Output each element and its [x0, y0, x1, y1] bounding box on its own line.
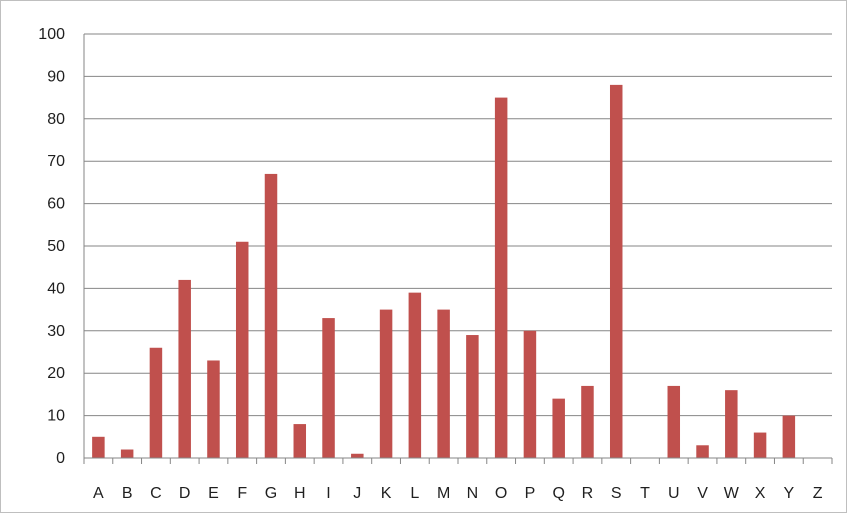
- x-tick-label-X: X: [755, 485, 766, 502]
- bar-B: [120, 449, 134, 458]
- x-tick-label-W: W: [724, 485, 740, 502]
- x-tick-label-D: D: [179, 485, 191, 502]
- y-tick-label: 10: [47, 408, 65, 425]
- x-tick-label-T: T: [640, 485, 650, 502]
- gridlines: [84, 33, 832, 417]
- axes: [83, 34, 833, 464]
- x-tick-label-V: V: [697, 485, 708, 502]
- bar-J: [351, 453, 364, 458]
- bar-Y: [782, 415, 796, 458]
- x-tick-label-F: F: [237, 485, 247, 502]
- x-tick-label-M: M: [437, 485, 450, 502]
- bar-P: [523, 330, 537, 458]
- x-tick-label-U: U: [668, 485, 680, 502]
- y-tick-label: 20: [47, 365, 65, 382]
- bar-D: [178, 279, 191, 458]
- y-tick-labels: 0 10 20 30 40 50 60 70 80 90 100: [38, 26, 65, 467]
- x-tick-label-O: O: [495, 485, 507, 502]
- x-tick-label-R: R: [582, 485, 594, 502]
- y-tick-label: 40: [47, 280, 65, 297]
- y-tick-label: 100: [38, 26, 65, 43]
- y-tick-label: 30: [47, 323, 65, 340]
- x-tick-label-E: E: [208, 485, 219, 502]
- bar-I: [322, 318, 335, 458]
- x-tick-label-L: L: [410, 485, 419, 502]
- bar-M: [437, 309, 450, 458]
- x-tick-label-A: A: [93, 485, 104, 502]
- x-tick-label-K: K: [381, 485, 392, 502]
- x-tick-label-Q: Q: [552, 485, 564, 502]
- y-tick-label: 50: [47, 238, 65, 255]
- bar-K: [379, 309, 393, 458]
- y-tick-label: 90: [47, 68, 65, 85]
- bar-Q: [552, 398, 565, 458]
- bar-X: [753, 432, 767, 458]
- bar-V: [696, 445, 709, 458]
- bar-R: [581, 385, 594, 458]
- x-tick-label-H: H: [294, 485, 306, 502]
- bars: [92, 84, 796, 459]
- x-tick-label-Y: Y: [784, 485, 795, 502]
- bar-L: [408, 292, 422, 458]
- bar-H: [293, 424, 307, 458]
- bar-U: [667, 385, 681, 458]
- bar-W: [725, 390, 738, 458]
- bar-F: [235, 241, 249, 458]
- x-tick-label-P: P: [525, 485, 536, 502]
- bar-G: [264, 173, 278, 459]
- x-tick-label-B: B: [122, 485, 133, 502]
- bar-C: [149, 347, 163, 458]
- bar-A: [92, 436, 105, 458]
- x-tick-label-J: J: [353, 485, 361, 502]
- y-tick-label: 80: [47, 111, 65, 128]
- y-tick-label: 60: [47, 196, 65, 213]
- x-tick-label-N: N: [467, 485, 479, 502]
- x-tick-label-S: S: [611, 485, 622, 502]
- y-tick-label: 0: [56, 450, 65, 467]
- y-tick-label: 70: [47, 153, 65, 170]
- bar-O: [494, 97, 508, 458]
- bar-N: [466, 335, 479, 458]
- x-tick-label-I: I: [326, 485, 330, 502]
- bar-E: [207, 360, 220, 458]
- bar-S: [609, 84, 623, 458]
- x-tick-label-C: C: [150, 485, 162, 502]
- x-tick-label-G: G: [265, 485, 277, 502]
- x-tick-label-Z: Z: [813, 485, 823, 502]
